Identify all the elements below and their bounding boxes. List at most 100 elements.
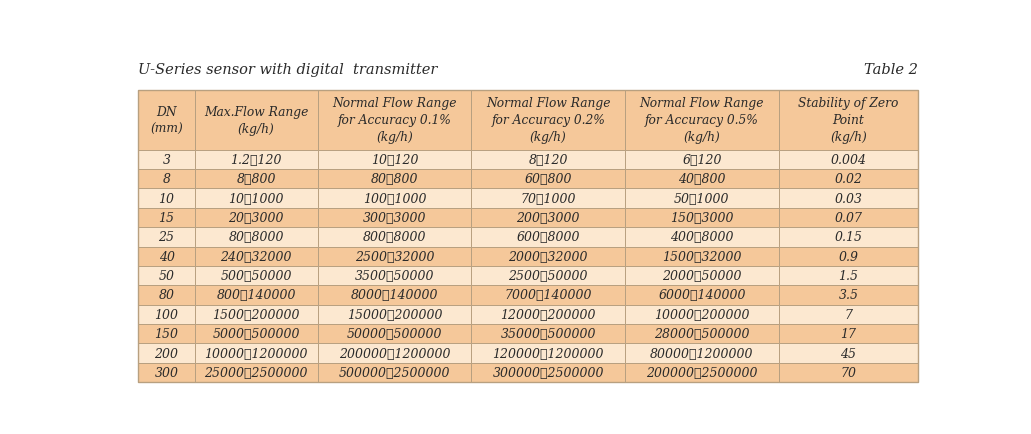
Bar	[318, 286, 471, 305]
Bar	[138, 227, 195, 247]
Bar	[318, 266, 471, 286]
Bar	[318, 363, 471, 382]
Bar	[471, 324, 625, 344]
Text: 300000～2500000: 300000～2500000	[493, 366, 604, 379]
Bar	[625, 170, 778, 189]
Text: 40～800: 40～800	[678, 173, 726, 186]
Bar	[625, 324, 778, 344]
Bar	[195, 363, 318, 382]
Text: 100: 100	[155, 308, 178, 321]
Text: 50～1000: 50～1000	[674, 192, 730, 205]
Bar	[471, 266, 625, 286]
Bar	[318, 91, 471, 150]
Text: 0.004: 0.004	[831, 154, 866, 167]
Text: 10～120: 10～120	[371, 154, 419, 167]
Bar	[195, 208, 318, 227]
Text: 45: 45	[840, 347, 857, 360]
Text: 6000～140000: 6000～140000	[658, 289, 745, 302]
Text: 2000～50000: 2000～50000	[662, 270, 741, 283]
Bar	[625, 266, 778, 286]
Text: U-Series sensor with digital  transmitter: U-Series sensor with digital transmitter	[138, 63, 438, 77]
Bar	[471, 286, 625, 305]
Bar	[625, 247, 778, 266]
Text: 60～800: 60～800	[525, 173, 572, 186]
Bar	[625, 91, 778, 150]
Text: 500～50000: 500～50000	[221, 270, 292, 283]
Bar	[625, 227, 778, 247]
Bar	[195, 286, 318, 305]
Text: 8～800: 8～800	[236, 173, 276, 186]
Bar	[195, 170, 318, 189]
Text: Table 2: Table 2	[864, 63, 919, 77]
Bar	[318, 247, 471, 266]
Bar	[471, 305, 625, 324]
Text: 80～800: 80～800	[371, 173, 419, 186]
Text: 1.5: 1.5	[838, 270, 859, 283]
Bar	[138, 170, 195, 189]
Bar	[625, 363, 778, 382]
Bar	[778, 91, 919, 150]
Text: 10000～1200000: 10000～1200000	[204, 347, 308, 360]
Bar	[625, 150, 778, 170]
Text: 0.03: 0.03	[834, 192, 863, 205]
Text: 25: 25	[159, 231, 174, 244]
Text: 150: 150	[155, 327, 178, 340]
Text: 3: 3	[163, 154, 170, 167]
Bar	[138, 91, 195, 150]
Bar	[778, 208, 919, 227]
Text: 35000～500000: 35000～500000	[500, 327, 596, 340]
Text: 8: 8	[163, 173, 170, 186]
Bar	[471, 91, 625, 150]
Text: 12000～200000: 12000～200000	[500, 308, 596, 321]
Text: 200: 200	[155, 347, 178, 360]
Bar	[195, 344, 318, 363]
Text: 100～1000: 100～1000	[363, 192, 427, 205]
Bar	[625, 189, 778, 208]
Bar	[778, 170, 919, 189]
Bar	[195, 150, 318, 170]
Bar	[195, 266, 318, 286]
Bar	[318, 189, 471, 208]
Bar	[318, 344, 471, 363]
Text: 70～1000: 70～1000	[521, 192, 576, 205]
Bar	[318, 324, 471, 344]
Text: 500000～2500000: 500000～2500000	[339, 366, 451, 379]
Text: 400～8000: 400～8000	[670, 231, 734, 244]
Bar	[195, 305, 318, 324]
Text: 6～120: 6～120	[683, 154, 722, 167]
Text: 70: 70	[840, 366, 857, 379]
Text: 40: 40	[159, 250, 174, 263]
Text: 300: 300	[155, 366, 178, 379]
Bar	[195, 227, 318, 247]
Bar	[138, 247, 195, 266]
Text: 0.15: 0.15	[834, 231, 863, 244]
Text: 300～3000: 300～3000	[363, 211, 427, 224]
Text: 800～8000: 800～8000	[363, 231, 427, 244]
Text: 20～3000: 20～3000	[229, 211, 284, 224]
Bar	[138, 344, 195, 363]
Text: Max.Flow Range
(kg/h): Max.Flow Range (kg/h)	[204, 105, 308, 135]
Bar	[318, 170, 471, 189]
Text: 5000～500000: 5000～500000	[212, 327, 300, 340]
Bar	[138, 286, 195, 305]
Bar	[778, 286, 919, 305]
Text: 800～140000: 800～140000	[217, 289, 296, 302]
Bar	[778, 363, 919, 382]
Text: 1.2～120: 1.2～120	[231, 154, 281, 167]
Bar	[471, 189, 625, 208]
Text: 7000～140000: 7000～140000	[504, 289, 592, 302]
Text: 10: 10	[159, 192, 174, 205]
Bar	[625, 305, 778, 324]
Bar	[318, 208, 471, 227]
Bar	[778, 344, 919, 363]
Bar	[138, 150, 195, 170]
Text: 0.02: 0.02	[834, 173, 863, 186]
Text: 3500～50000: 3500～50000	[355, 270, 434, 283]
Bar	[471, 170, 625, 189]
Text: 17: 17	[840, 327, 857, 340]
Text: 0.9: 0.9	[838, 250, 859, 263]
Bar	[138, 324, 195, 344]
Text: 240～32000: 240～32000	[221, 250, 292, 263]
Text: DN
(mm): DN (mm)	[151, 105, 182, 135]
Bar	[471, 208, 625, 227]
